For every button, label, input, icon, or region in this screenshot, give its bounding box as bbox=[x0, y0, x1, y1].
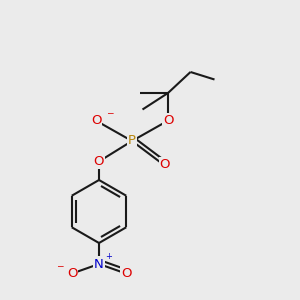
Text: −: − bbox=[56, 261, 64, 270]
Text: P: P bbox=[128, 134, 136, 148]
Text: −: − bbox=[106, 109, 114, 118]
Text: O: O bbox=[163, 114, 173, 127]
Text: N: N bbox=[94, 257, 104, 271]
Text: O: O bbox=[67, 267, 77, 280]
Text: O: O bbox=[160, 158, 170, 172]
Text: +: + bbox=[106, 252, 112, 261]
Text: O: O bbox=[91, 114, 101, 127]
Text: O: O bbox=[121, 267, 131, 280]
Text: O: O bbox=[94, 155, 104, 168]
